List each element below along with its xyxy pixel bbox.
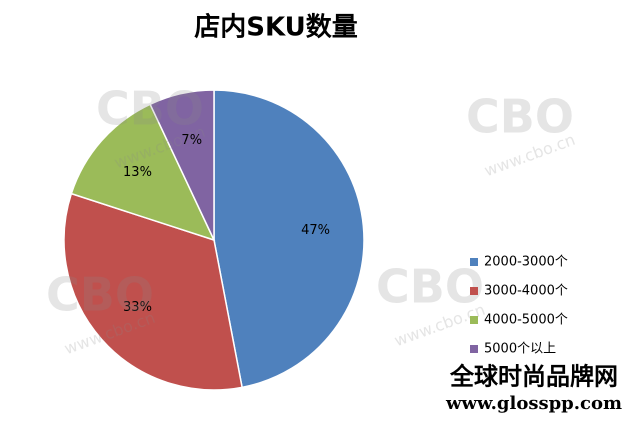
- legend-label: 3000-4000个: [484, 284, 568, 299]
- legend-swatch: [470, 345, 478, 353]
- watermark-logo: CBO: [46, 268, 154, 322]
- pie-slice: [63, 192, 243, 391]
- legend: 2000-3000个 3000-4000个 4000-5000个 5000个以上: [470, 255, 568, 357]
- legend-label: 2000-3000个: [484, 255, 568, 270]
- legend-swatch: [470, 287, 478, 295]
- pie-slice: [70, 103, 216, 242]
- data-label: 7%: [181, 133, 202, 148]
- legend-swatch: [470, 316, 478, 324]
- legend-swatch: [470, 258, 478, 266]
- footer-bg: [428, 360, 640, 422]
- watermark-logo: CBO: [376, 260, 484, 314]
- pie: 47% 33% 13% 7%: [63, 89, 365, 391]
- chart-title: 店内SKU数量: [194, 13, 358, 43]
- footer-url: www.glosspp.com: [445, 393, 622, 414]
- legend-label: 4000-5000个: [484, 313, 568, 328]
- footer-brand: 全球时尚品牌网: [449, 362, 618, 391]
- data-label: 33%: [123, 300, 152, 315]
- pie-slice: [213, 89, 365, 389]
- watermark-logo: CBO: [96, 82, 204, 136]
- legend-label: 5000个以上: [484, 342, 556, 357]
- pie-slice: [149, 89, 215, 241]
- data-label: 47%: [301, 223, 330, 238]
- data-label: 13%: [123, 165, 152, 180]
- watermark-logo: CBO: [466, 90, 574, 144]
